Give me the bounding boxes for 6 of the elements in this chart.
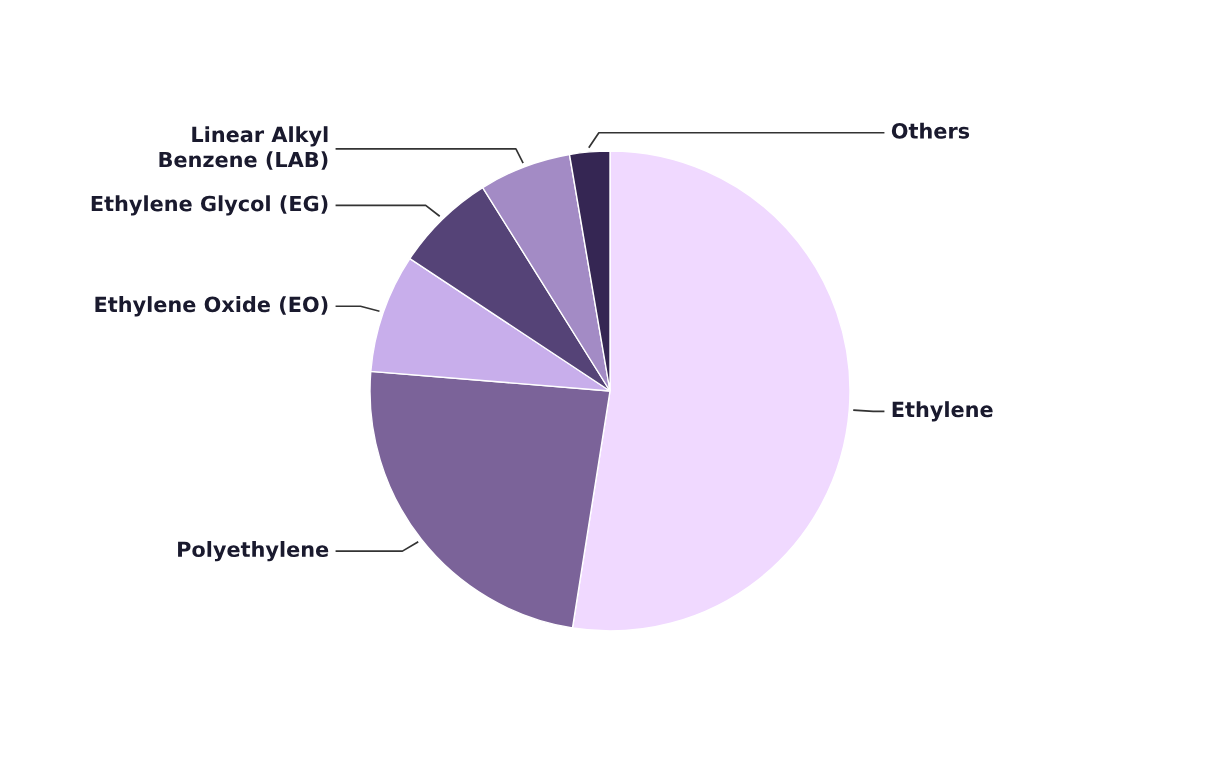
- slice-label: Ethylene Oxide (EO): [95, 296, 328, 317]
- slice-label: Others: [891, 122, 970, 139]
- slice-label: Ethylene: [892, 401, 993, 422]
- slice-label: Polyethylene: [178, 540, 329, 562]
- slice-label: Ethylene Glycol (EG): [91, 195, 328, 216]
- slice-label: Linear Alkyl Benzene (LAB): [159, 126, 328, 170]
